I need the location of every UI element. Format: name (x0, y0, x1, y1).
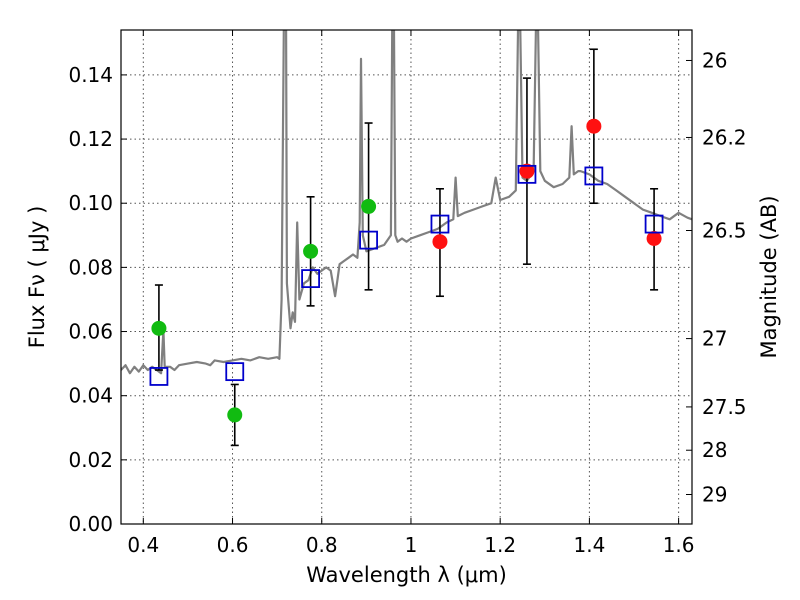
x-tick-label: 0.6 (217, 533, 249, 557)
x-tick-label: 1.4 (573, 533, 605, 557)
error-bars (154, 48, 659, 447)
y-tick-label: 0.02 (68, 448, 113, 472)
spectrum (121, 30, 692, 375)
data-markers (149, 118, 664, 423)
grid (121, 30, 692, 525)
right-tick-label: 28 (702, 438, 727, 462)
plot-frame (120, 29, 693, 525)
x-tick-label: 1.2 (484, 533, 516, 557)
y-tick-label: 0.14 (68, 63, 113, 87)
green-data-point (227, 407, 243, 423)
green-data-point (361, 198, 377, 214)
right-tick-label: 26.5 (702, 218, 747, 242)
right-tick-label: 29 (702, 482, 727, 506)
y-tick-label: 0.00 (68, 512, 113, 536)
y-tick-label: 0.04 (68, 384, 113, 408)
right-tick-label: 27 (702, 327, 727, 351)
red-data-point (519, 163, 535, 179)
model-square-marker (430, 214, 450, 234)
model-square-marker (301, 269, 320, 289)
x-axis-label: Wavelength λ (μm) (306, 563, 507, 587)
model-square-marker (584, 166, 604, 186)
red-data-point (586, 118, 602, 134)
x-tick-label: 0.8 (306, 533, 338, 557)
green-data-point (151, 320, 167, 336)
model-square-marker (359, 230, 378, 250)
model-square-marker (149, 367, 169, 386)
green-data-point (303, 243, 319, 259)
x-tick-label: 1 (405, 533, 418, 557)
red-data-point (646, 231, 662, 247)
axis-ticks: 0.4 0.6 0.8 1 1.2 1.4 1.6 0.00 0.02 0.04 0.06 0.08 0… (68, 30, 747, 557)
y-tick-label: 0.08 (68, 255, 113, 279)
model-square-marker (517, 164, 537, 184)
right-tick-label: 26.2 (702, 125, 747, 149)
right-axis-label: Magnitude (AB) (757, 195, 781, 358)
y-axis-label: Flux Fν ( μJy ) (25, 206, 49, 349)
y-tick-label: 0.10 (68, 191, 113, 215)
right-tick-label: 27.5 (702, 395, 747, 419)
model-square-marker (644, 214, 664, 234)
right-tick-label: 26 (702, 48, 727, 72)
model-square-marker (225, 362, 245, 382)
x-tick-label: 1.6 (663, 533, 695, 557)
red-data-point (432, 234, 448, 250)
y-tick-label: 0.12 (68, 127, 113, 151)
spectrum-line (121, 30, 692, 375)
y-tick-label: 0.06 (68, 320, 113, 344)
x-tick-label: 0.4 (127, 533, 159, 557)
